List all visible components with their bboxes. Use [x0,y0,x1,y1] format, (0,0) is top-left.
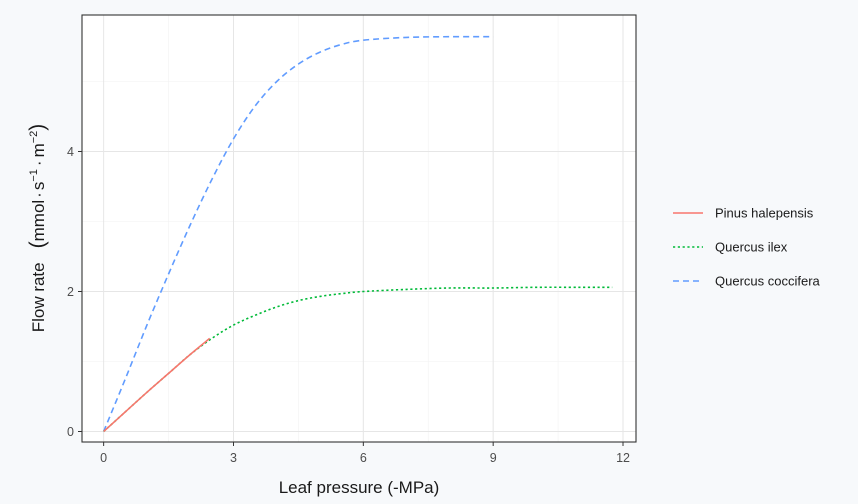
y-axis-units-close: ) [26,124,49,131]
x-tick-label: 0 [100,451,107,465]
y-axis-units-m: m [29,143,48,157]
legend-label-pinus-halepensis: Pinus halepensis [715,206,814,221]
y-tick-label: 4 [67,145,74,159]
x-tick-label: 6 [360,451,367,465]
y-axis-units-m-exponent: −2 [28,131,40,144]
legend-label-quercus-ilex: Quercus ilex [715,240,788,255]
plot-panel-background [82,15,636,442]
plot-panel-border [81,14,637,443]
series-line-pinus-halepensis [103,337,211,433]
y-axis-units-s-exponent: −1 [28,169,40,182]
y-axis-units-dot-1: · [29,192,48,198]
legend: Pinus halepensis Quercus ilex Quercus cocc… [673,206,821,289]
x-tick-label: 9 [490,451,497,465]
series-lines [102,35,613,433]
y-tick-label: 2 [67,285,74,299]
axis-ticks: 0 3 6 9 12 0 2 4 [67,145,630,465]
x-axis-title: Leaf pressure (-MPa) [279,478,440,497]
x-tick-label: 12 [616,451,630,465]
series-line-quercus-coccifera [102,35,494,432]
x-tick-label: 3 [230,451,237,465]
y-tick-label: 0 [67,425,74,439]
y-axis-title: Flow rate(mmol·s−1·m−2) [26,124,49,333]
y-axis-units-s: s [29,182,48,191]
y-axis-units-open: ( [26,241,49,248]
legend-label-quercus-coccifera: Quercus coccifera [715,274,821,289]
y-axis-units-dot-2: · [29,160,48,166]
y-axis-units-mmol: mmol [29,200,48,242]
y-axis-title-label: Flow rate [29,262,48,332]
y-axis-title-group: Flow rate(mmol·s−1·m−2) [26,124,49,333]
